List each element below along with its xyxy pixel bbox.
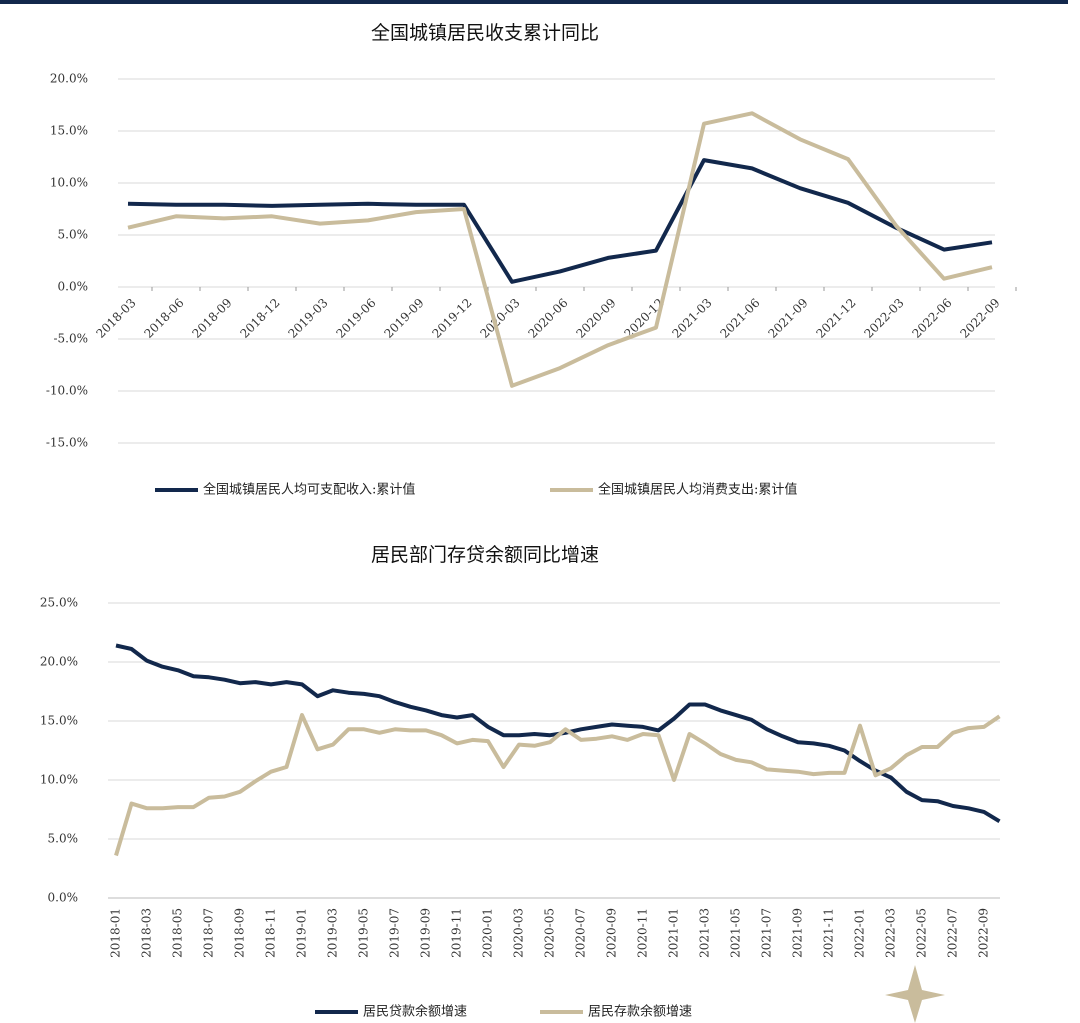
x-tick-label: 2018-05 <box>171 908 185 958</box>
x-tick-label: 2020-06 <box>525 296 570 341</box>
x-tick-label: 2021-01 <box>667 908 681 958</box>
y-tick-label: -15.0% <box>46 436 88 450</box>
legend-label: 居民存款余额增速 <box>588 1004 692 1020</box>
x-tick-label: 2019-01 <box>295 908 309 958</box>
y-tick-label: 25.0% <box>40 596 78 610</box>
x-tick-label: 2021-03 <box>669 296 714 341</box>
top-bar <box>0 0 1068 4</box>
x-tick-label: 2021-09 <box>791 908 805 958</box>
chart-title: 全国城镇居民收支累计同比 <box>371 22 599 44</box>
x-tick-label: 2019-03 <box>326 908 340 958</box>
x-tick-label: 2019-03 <box>285 296 330 341</box>
y-tick-label: 10.0% <box>50 176 88 190</box>
x-tick-label: 2020-09 <box>573 296 618 341</box>
x-tick-label: 2020-01 <box>481 908 495 958</box>
series-line <box>127 111 993 388</box>
x-tick-label: 2021-06 <box>717 296 762 341</box>
x-tick-label: 2018-03 <box>93 296 138 341</box>
x-tick-label: 2018-07 <box>202 908 216 958</box>
x-tick-label: 2022-01 <box>853 908 867 958</box>
x-tick-label: 2018-06 <box>141 296 186 341</box>
x-tick-label: 2020-09 <box>605 908 619 958</box>
y-tick-label: 0.0% <box>58 280 89 294</box>
x-tick-label: 2021-07 <box>760 908 774 958</box>
x-tick-label: 2020-11 <box>636 908 650 958</box>
x-tick-label: 2022-09 <box>957 296 1002 341</box>
y-tick-label: 5.0% <box>48 832 79 846</box>
x-tick-label: 2020-07 <box>574 908 588 958</box>
x-tick-label: 2018-12 <box>237 296 282 341</box>
y-tick-label: 5.0% <box>58 228 89 242</box>
x-tick-label: 2020-03 <box>512 908 526 958</box>
legend-label: 全国城镇居民人均可支配收入:累计值 <box>203 482 415 498</box>
x-tick-label: 2022-07 <box>946 908 960 958</box>
series-line <box>127 158 993 284</box>
y-tick-label: 15.0% <box>40 714 78 728</box>
x-tick-label: 2021-05 <box>729 908 743 958</box>
x-tick-label: 2019-11 <box>450 908 464 958</box>
x-tick-label: 2021-09 <box>765 296 810 341</box>
series-line <box>114 713 1001 857</box>
x-tick-label: 2018-11 <box>264 908 278 958</box>
x-tick-label: 2022-03 <box>884 908 898 958</box>
x-tick-label: 2021-03 <box>698 908 712 958</box>
y-tick-label: 20.0% <box>50 72 88 86</box>
y-tick-label: 0.0% <box>48 891 79 905</box>
y-tick-label: -10.0% <box>46 384 88 398</box>
x-tick-label: 2019-09 <box>381 296 426 341</box>
x-tick-label: 2022-06 <box>909 296 954 341</box>
x-tick-label: 2019-06 <box>333 296 378 341</box>
x-tick-label: 2018-09 <box>233 908 247 958</box>
y-tick-label: -5.0% <box>53 332 88 346</box>
x-tick-label: 2022-09 <box>977 908 991 958</box>
x-tick-label: 2018-01 <box>109 908 123 958</box>
logo-mark <box>885 965 945 1023</box>
x-tick-label: 2022-05 <box>915 908 929 958</box>
x-tick-label: 2022-03 <box>861 296 906 341</box>
x-tick-label: 2019-09 <box>419 908 433 958</box>
x-tick-label: 2021-11 <box>822 908 836 958</box>
x-tick-label: 2019-05 <box>357 908 371 958</box>
x-tick-label: 2019-07 <box>388 908 402 958</box>
x-tick-label: 2018-09 <box>189 296 234 341</box>
x-tick-label: 2021-12 <box>813 296 858 341</box>
legend-label: 居民贷款余额增速 <box>363 1004 467 1020</box>
legend-label: 全国城镇居民人均消费支出:累计值 <box>598 482 797 498</box>
y-tick-label: 10.0% <box>40 773 78 787</box>
x-tick-label: 2020-05 <box>543 908 557 958</box>
x-tick-label: 2019-12 <box>429 296 474 341</box>
chart-title: 居民部门存贷余额同比增速 <box>371 544 599 566</box>
y-tick-label: 15.0% <box>50 124 88 138</box>
y-tick-label: 20.0% <box>40 655 78 669</box>
x-tick-label: 2018-03 <box>140 908 154 958</box>
